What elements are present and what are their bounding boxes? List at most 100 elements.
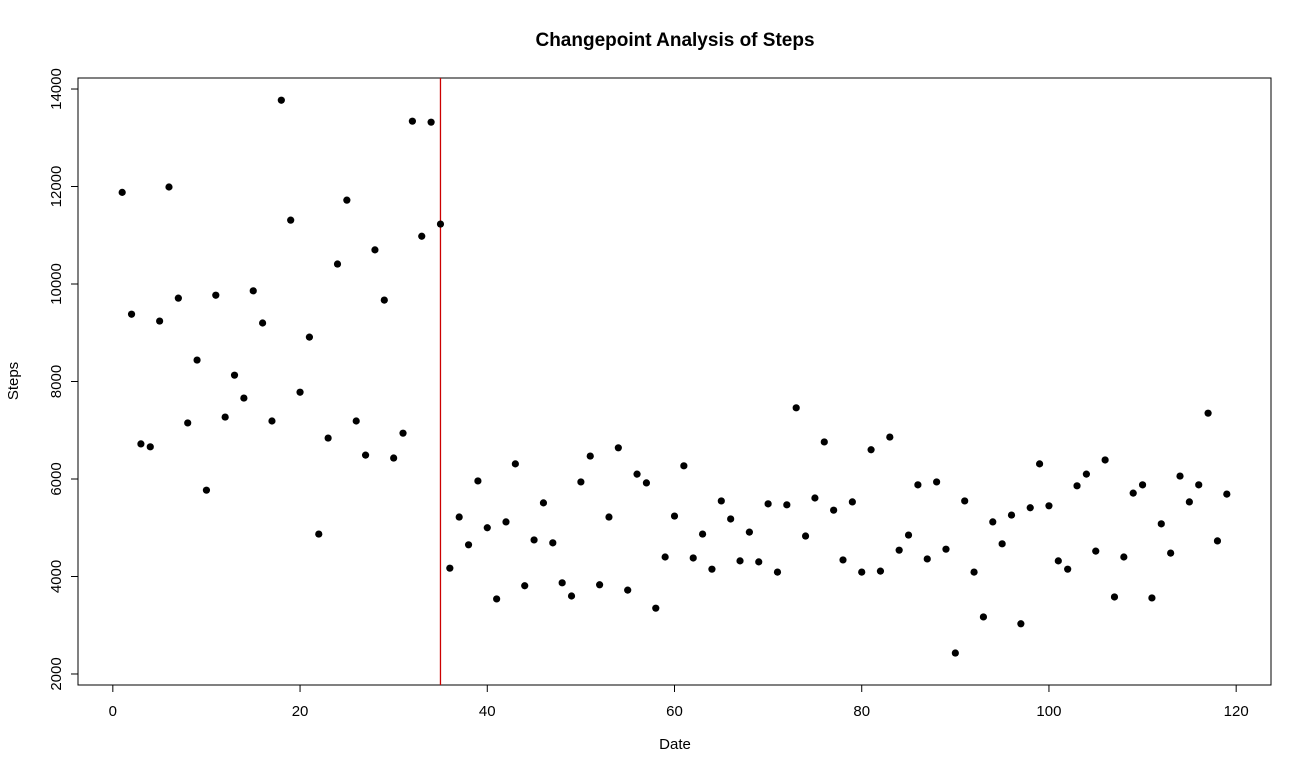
point (736, 557, 744, 565)
point (455, 513, 463, 521)
y-tick-label: 14000 (48, 68, 65, 110)
x-tick-label: 80 (853, 703, 870, 720)
point (1110, 593, 1119, 601)
point (1185, 498, 1193, 506)
point (727, 515, 735, 523)
point (792, 404, 800, 412)
x-tick-label: 0 (109, 703, 117, 720)
point (146, 443, 154, 451)
x-axis-label: Date (659, 736, 691, 753)
point (390, 454, 398, 462)
point (165, 183, 173, 191)
point (1017, 620, 1025, 628)
point (1138, 481, 1147, 489)
point (361, 451, 370, 459)
x-tick-label: 100 (1036, 703, 1061, 720)
point (642, 479, 651, 487)
point (436, 220, 445, 228)
point (268, 417, 276, 425)
point (521, 582, 529, 590)
point (1064, 565, 1072, 573)
point (184, 419, 192, 427)
point (287, 216, 295, 224)
point (277, 96, 285, 104)
point (558, 579, 566, 587)
point (773, 568, 782, 576)
point (530, 536, 538, 544)
point (137, 440, 145, 448)
point (174, 294, 182, 302)
point (811, 494, 819, 502)
point (586, 452, 594, 460)
point (830, 506, 838, 514)
point (680, 462, 688, 470)
point (371, 246, 379, 254)
point (1120, 553, 1128, 561)
point (567, 592, 576, 600)
point (979, 613, 988, 621)
point (961, 497, 969, 505)
point (933, 478, 941, 486)
point (577, 478, 585, 486)
point (876, 567, 885, 575)
point (1101, 456, 1109, 464)
point (240, 394, 248, 402)
point (670, 512, 679, 520)
point (493, 595, 501, 603)
point (895, 546, 903, 554)
point (745, 528, 753, 536)
y-tick-label: 2000 (48, 657, 65, 690)
point (755, 558, 763, 566)
point (1092, 547, 1100, 555)
point (446, 564, 454, 572)
point (1204, 409, 1212, 417)
point (193, 356, 201, 364)
point (652, 604, 660, 612)
point (923, 555, 931, 563)
point (942, 545, 950, 553)
point (614, 444, 622, 452)
point (315, 530, 323, 538)
point (305, 333, 314, 341)
point (427, 118, 435, 126)
point (708, 565, 716, 573)
point (1176, 472, 1184, 480)
point (127, 310, 136, 318)
chart-title: Changepoint Analysis of Steps (535, 30, 814, 51)
point (717, 497, 725, 505)
point (549, 539, 557, 547)
x-tick-label: 20 (292, 703, 309, 720)
point (1026, 504, 1034, 512)
point (156, 317, 164, 325)
point (1157, 520, 1165, 528)
point (698, 530, 707, 538)
point (118, 188, 126, 196)
y-tick-label: 4000 (48, 560, 65, 593)
point (858, 568, 866, 576)
point (230, 371, 239, 379)
point (1073, 482, 1081, 490)
point (998, 540, 1006, 548)
point (1223, 490, 1231, 498)
point (202, 486, 211, 494)
y-tick-label: 6000 (48, 462, 65, 495)
point (1148, 594, 1156, 602)
plot-frame (77, 77, 1272, 686)
point (399, 429, 407, 437)
y-tick-label: 10000 (48, 263, 65, 305)
point (886, 433, 894, 441)
point (970, 568, 978, 576)
x-tick-label: 60 (666, 703, 683, 720)
point (989, 518, 997, 526)
point (904, 531, 913, 539)
point (783, 501, 791, 509)
point (212, 291, 220, 299)
point (633, 470, 641, 478)
y-tick-label: 8000 (48, 365, 65, 398)
point (1167, 549, 1175, 557)
point (324, 434, 332, 442)
point (689, 554, 697, 562)
point (474, 477, 482, 485)
point (249, 287, 257, 295)
point (1195, 481, 1203, 489)
